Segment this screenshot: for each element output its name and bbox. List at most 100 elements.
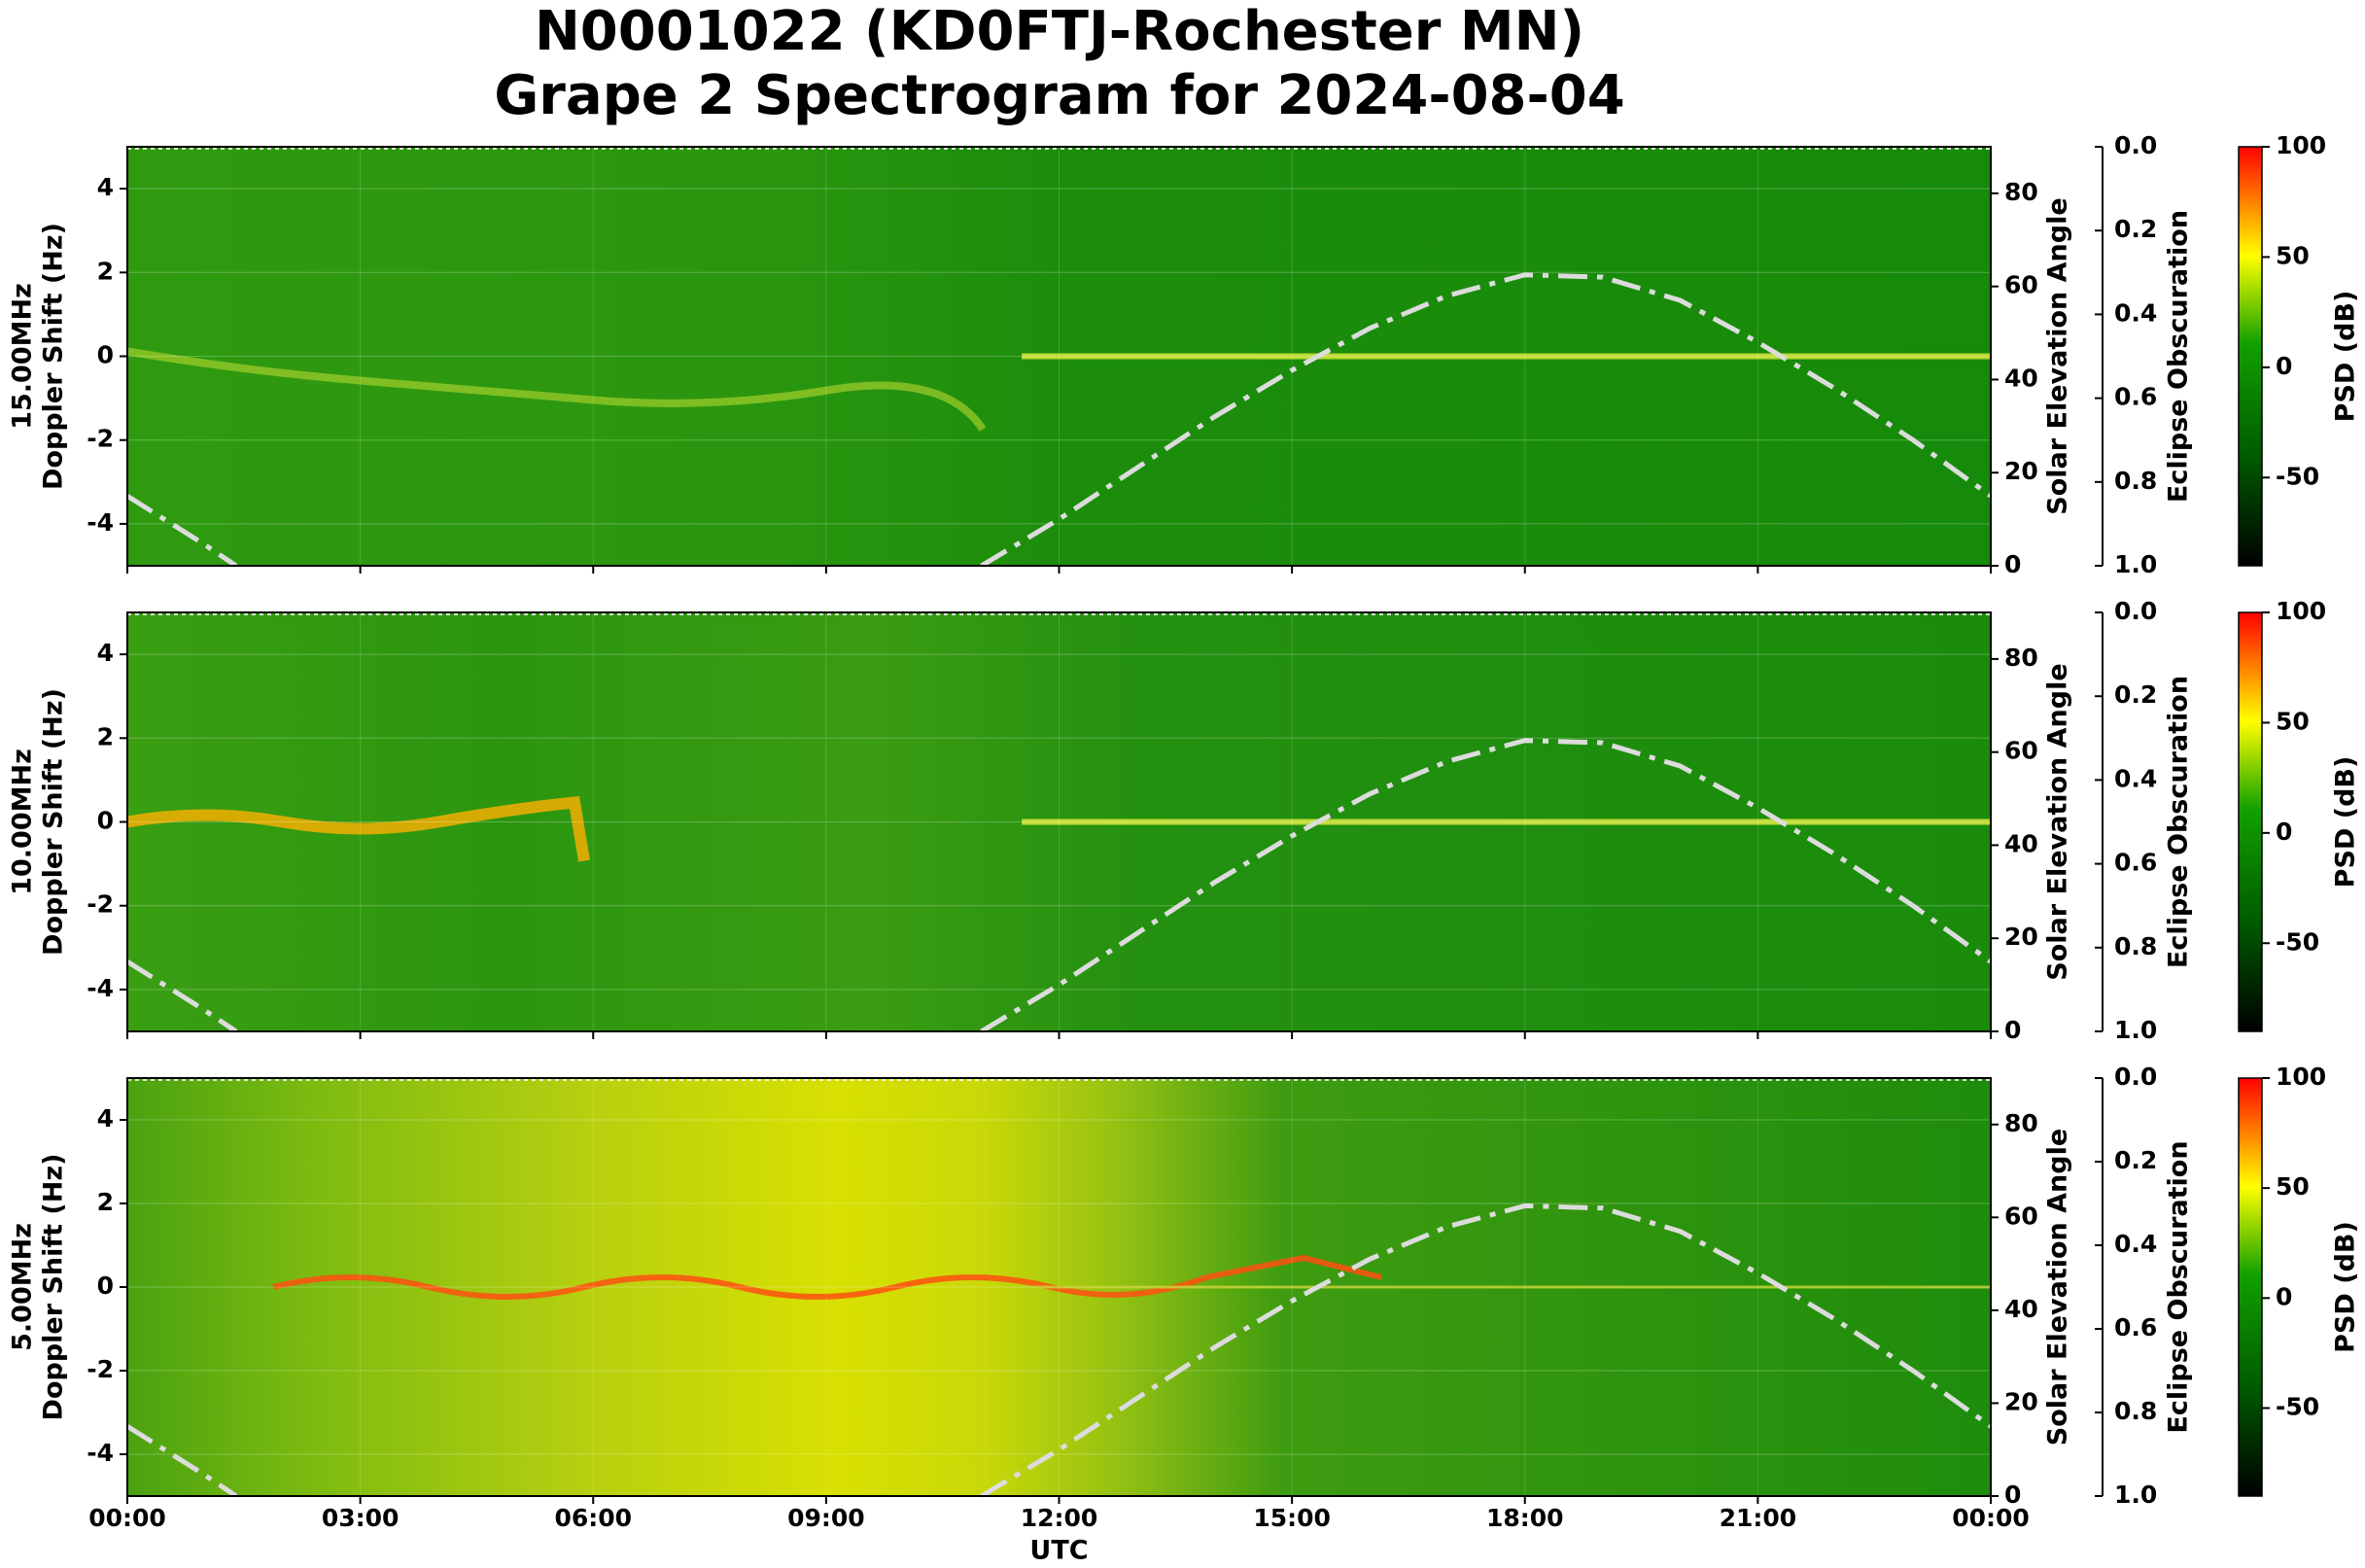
x-tick-label: 00:00 [88,1504,166,1532]
solar-elevation-line [125,272,1993,569]
y2-tick-label: 40 [2004,364,2038,392]
y-tick-label: -4 [87,1439,114,1467]
eclipse-tick-label: 0.4 [2114,298,2157,327]
colorbar [2238,1077,2263,1497]
colorbar-tick-label: 0 [2276,1282,2292,1310]
x-tick-label: 21:00 [1720,1504,1797,1532]
eclipse-tick-label: 0.6 [2114,849,2157,877]
colorbar-tick-label: 100 [2276,597,2326,625]
y-tick-label: 2 [97,257,114,285]
solar-elevation-line [125,738,1993,1034]
x-axis-label: UTC [1029,1536,1088,1566]
y2-tick-label: 0 [2004,550,2021,578]
y-tick-label: 0 [97,807,114,835]
colorbar-tick-label: 50 [2276,1172,2310,1201]
y2-tick-label: 20 [2004,457,2038,485]
eclipse-tick-label: 0.2 [2114,680,2157,709]
colorbar-label: PSD (dB) [2331,756,2361,889]
y-tick-label: -4 [87,508,114,537]
y-tick-label: 0 [97,341,114,369]
y2-tick-label: 20 [2004,923,2038,951]
y-tick-label: -2 [87,1355,114,1383]
y2-axis-label: Solar Elevation Angle [2043,197,2073,514]
signal-trace [125,795,590,862]
eclipse-tick-label: 0.8 [2114,932,2157,960]
y-tick-label: 4 [97,1104,114,1132]
y-tick-label: 2 [97,1188,114,1216]
y-axis-label: Doppler Shift (Hz) [39,223,69,490]
eclipse-tick-label: 0.4 [2114,764,2157,792]
solar-elevation-line [125,1202,1993,1499]
eclipse-tick-label: 1.0 [2114,1016,2157,1044]
y-tick-label: 0 [97,1272,114,1300]
y-tick-label: -2 [87,890,114,919]
colorbar-tick-label: -50 [2276,1392,2319,1420]
eclipse-tick-label: 0.0 [2114,1063,2157,1091]
signal-trace [272,1254,1382,1300]
x-tick-label: 00:00 [1952,1504,2030,1532]
y-axis-label-freq: 15.00MHz [8,283,38,430]
x-tick-label: 12:00 [1021,1504,1098,1532]
eclipse-tick-label: 0.6 [2114,383,2157,411]
eclipse-axis-label: Eclipse Obscuration [2164,676,2194,968]
y2-tick-label: 0 [2004,1016,2021,1044]
y-tick-label: -2 [87,425,114,453]
y-tick-label: -4 [87,974,114,1002]
eclipse-axis-label: Eclipse Obscuration [2164,210,2194,503]
y-axis-label-freq: 10.00MHz [8,749,38,895]
y2-tick-label: 40 [2004,1295,2038,1323]
signal-trace [126,347,987,432]
eclipse-tick-label: 0.8 [2114,1397,2157,1425]
x-tick-label: 06:00 [554,1504,632,1532]
colorbar [2238,146,2263,567]
chart-title: N0001022 (KD0FTJ-Rochester MN) [535,0,1584,63]
y2-tick-label: 60 [2004,271,2038,299]
plot-frame [126,146,1992,567]
y2-tick-label: 80 [2004,644,2038,672]
eclipse-tick-label: 0.2 [2114,215,2157,243]
plot-frame [126,611,1992,1032]
colorbar-label: PSD (dB) [2331,1221,2361,1353]
y-axis-label-freq: 5.00MHz [8,1223,38,1351]
y2-tick-label: 80 [2004,178,2038,206]
eclipse-tick-label: 1.0 [2114,1481,2157,1509]
x-tick-label: 18:00 [1486,1504,1564,1532]
x-tick-label: 15:00 [1253,1504,1331,1532]
y2-tick-label: 0 [2004,1481,2021,1509]
colorbar-label: PSD (dB) [2331,291,2361,423]
plot-frame [126,1077,1992,1497]
colorbar-tick-label: -50 [2276,927,2319,956]
eclipse-tick-label: 0.4 [2114,1230,2157,1258]
chart-subtitle: Grape 2 Spectrogram for 2024-08-04 [494,64,1624,127]
colorbar-tick-label: -50 [2276,462,2319,490]
colorbar-tick-label: 100 [2276,1063,2326,1091]
eclipse-tick-label: 0.6 [2114,1313,2157,1342]
colorbar-tick-label: 50 [2276,707,2310,735]
eclipse-tick-label: 0.2 [2114,1146,2157,1174]
x-tick-label: 03:00 [322,1504,400,1532]
colorbar-tick-label: 50 [2276,241,2310,269]
y-tick-label: 4 [97,173,114,201]
eclipse-tick-label: 0.0 [2114,131,2157,159]
eclipse-tick-label: 1.0 [2114,550,2157,578]
y-tick-label: 2 [97,722,114,750]
eclipse-axis-label: Eclipse Obscuration [2164,1140,2194,1433]
y2-tick-label: 40 [2004,829,2038,857]
y-axis-label: Doppler Shift (Hz) [39,1154,69,1421]
y-axis-label: Doppler Shift (Hz) [39,688,69,956]
x-tick-label: 09:00 [787,1504,865,1532]
eclipse-tick-label: 0.0 [2114,597,2157,625]
y2-tick-label: 60 [2004,737,2038,765]
y2-tick-label: 80 [2004,1109,2038,1137]
colorbar-tick-label: 0 [2276,818,2292,846]
eclipse-tick-label: 0.8 [2114,467,2157,495]
y2-tick-label: 20 [2004,1387,2038,1415]
colorbar-tick-label: 0 [2276,352,2292,380]
y2-tick-label: 60 [2004,1202,2038,1230]
y2-axis-label: Solar Elevation Angle [2043,1129,2073,1446]
colorbar-tick-label: 100 [2276,131,2326,159]
y-tick-label: 4 [97,639,114,667]
colorbar [2238,611,2263,1032]
